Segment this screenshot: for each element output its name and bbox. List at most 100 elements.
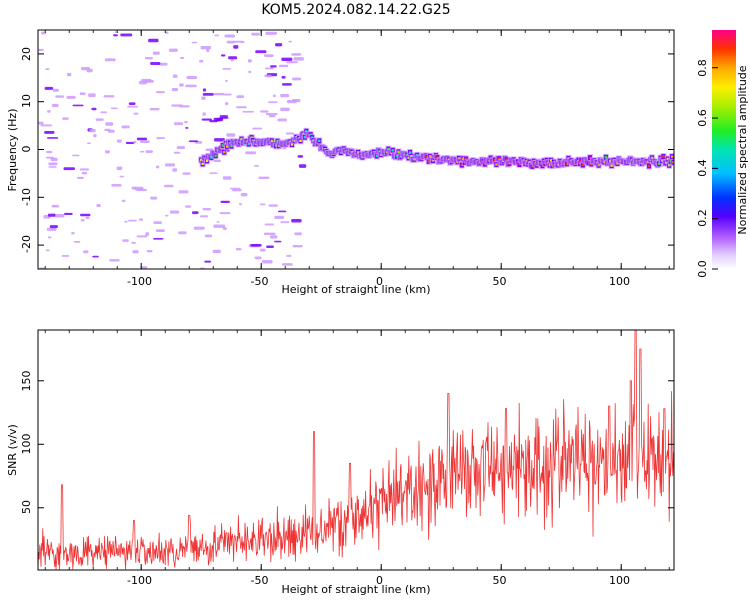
noise-blob <box>105 122 114 126</box>
track-core <box>201 162 204 166</box>
track-core <box>597 164 600 167</box>
track-core <box>270 139 273 143</box>
spectrogram-tick-x-5: 100 <box>609 275 630 288</box>
noise-blob <box>268 115 276 118</box>
noise-blob <box>38 48 44 51</box>
noise-blob <box>40 124 53 127</box>
noise-blob <box>73 241 81 243</box>
noise-blob <box>274 215 285 219</box>
spectrogram-tick-x-4: 50 <box>493 275 507 288</box>
colorbar-tick-4: 0.2 <box>696 209 709 227</box>
track-core <box>457 157 461 160</box>
noise-blob <box>264 223 275 226</box>
spectrogram-tick-y-1: 20 <box>20 47 33 61</box>
noise-blob <box>213 92 225 96</box>
noise-blob <box>51 103 59 108</box>
noise-blob <box>292 244 303 248</box>
snr-tick-x-4: 50 <box>493 574 507 587</box>
noise-blob <box>264 54 274 57</box>
noise-blob <box>164 214 169 217</box>
noise-blob <box>66 95 76 99</box>
noise-blob <box>178 231 187 235</box>
noise-blob <box>120 33 133 37</box>
noise-blob <box>286 254 292 257</box>
snr-tick-x-3: 0 <box>376 574 383 587</box>
noise-blob <box>88 93 96 97</box>
noise-blob <box>252 127 263 130</box>
track-core <box>247 142 250 146</box>
track-core <box>375 154 379 158</box>
noise-blob <box>213 159 221 163</box>
noise-blob <box>214 138 225 142</box>
noise-blob <box>76 176 84 180</box>
noise-blob <box>266 245 274 248</box>
noise-blob <box>191 211 199 215</box>
noise-blob <box>38 121 44 125</box>
snr-tick-y-3: 50 <box>20 500 33 514</box>
noise-blob <box>274 240 282 243</box>
noise-blob <box>144 57 153 60</box>
noise-blob <box>292 77 302 81</box>
noise-blob <box>265 31 277 35</box>
noise-blob <box>132 250 139 254</box>
noise-blob <box>228 56 238 60</box>
noise-blob <box>46 137 59 139</box>
noise-blob <box>136 235 148 238</box>
noise-blob <box>146 250 153 253</box>
noise-blob <box>150 61 161 66</box>
noise-blob <box>86 68 93 73</box>
colorbar-gradient <box>712 30 736 269</box>
noise-blob <box>80 213 91 217</box>
noise-blob <box>172 74 178 78</box>
noise-blob <box>260 110 269 113</box>
noise-blob <box>202 208 212 211</box>
noise-blob <box>48 166 57 168</box>
colorbar-tick-3: 0.4 <box>696 159 709 177</box>
spectrogram-ylabel: Frequency (Hz) <box>6 109 19 192</box>
noise-blob <box>255 50 267 54</box>
spectrogram-tick-y-2: 10 <box>20 94 33 108</box>
noise-blob <box>213 224 226 228</box>
track-core <box>610 164 613 167</box>
noise-blob <box>291 53 302 56</box>
noise-blob <box>250 243 262 247</box>
snr-ticks <box>38 330 674 570</box>
track-core <box>495 163 498 166</box>
noise-blob <box>236 106 247 109</box>
noise-blob <box>121 199 126 203</box>
noise-blob <box>212 249 221 254</box>
noise-blob <box>107 129 115 133</box>
noise-blob <box>179 105 190 108</box>
noise-blob <box>248 70 252 73</box>
noise-blob <box>226 133 236 137</box>
noise-blob <box>267 101 278 104</box>
noise-blob <box>49 225 58 229</box>
noise-blob <box>176 146 186 149</box>
track-core <box>428 155 432 158</box>
noise-blob <box>133 140 137 144</box>
noise-blob <box>169 48 178 52</box>
noise-blob <box>266 74 272 78</box>
noise-blob <box>62 117 69 120</box>
noise-blob <box>280 221 290 224</box>
track-core <box>225 145 229 149</box>
noise-blob <box>188 140 199 143</box>
noise-blob <box>185 84 197 88</box>
noise-blob <box>277 210 287 213</box>
noise-blob <box>96 203 101 208</box>
noise-blob <box>281 83 292 86</box>
noise-blob <box>134 186 144 191</box>
noise-blob <box>280 107 290 112</box>
snr-frame <box>37 329 675 571</box>
noise-blob <box>263 232 276 236</box>
spectrogram-heatmap <box>38 31 674 269</box>
noise-blob <box>199 215 209 218</box>
track-core <box>670 155 674 158</box>
noise-blob <box>219 115 228 119</box>
noise-blob <box>259 203 266 206</box>
noise-blob <box>153 237 164 240</box>
track-core <box>668 164 671 167</box>
spectrogram-xlabel: Height of straight line (km) <box>281 283 430 296</box>
snr-tick-x-1: -100 <box>127 574 152 587</box>
noise-blob <box>155 229 165 232</box>
